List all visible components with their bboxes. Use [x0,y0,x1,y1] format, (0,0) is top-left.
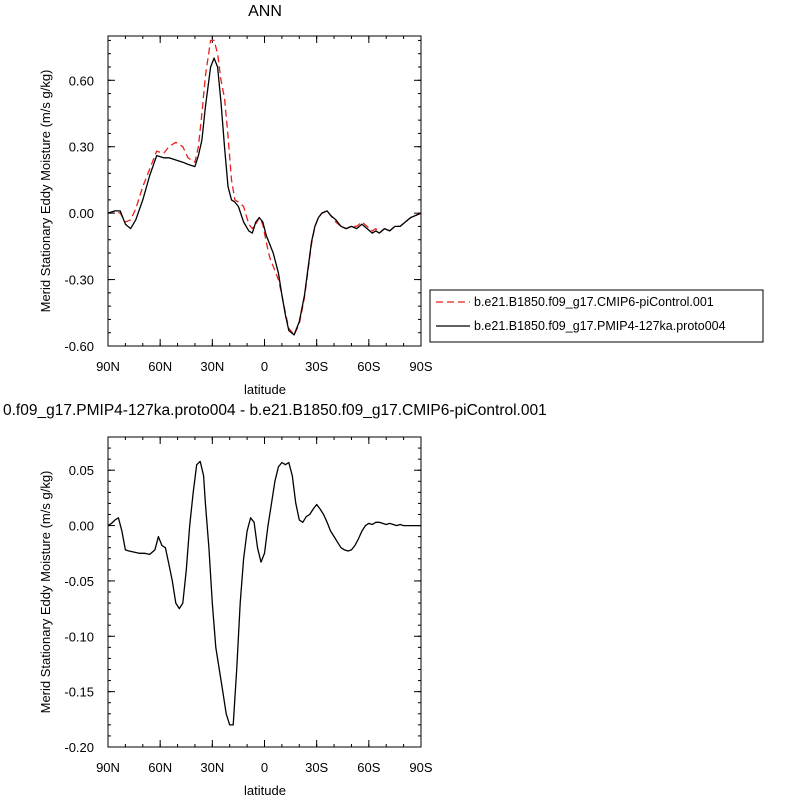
top-panel: ANN 0.60 0.30 0.00 -0.30 -0.60 90N 60N 30N 0 30S… [38,3,433,397]
legend-label-series-1: b.e21.B1850.f09_g17.CMIP6-piControl.001 [474,295,714,309]
bottom-x-tick-label: 60S [357,760,380,775]
legend-label-series-2: b.e21.B1850.f09_g17.PMIP4-127ka.proto004 [474,319,726,333]
top-series-group [107,39,422,336]
top-x-tick-label: 90N [96,359,120,374]
bottom-x-tick-label: 90N [96,760,120,775]
top-x-tick-label: 60S [357,359,380,374]
bottom-x-ticks: 90N 60N 30N 0 30S 60S 90S [96,437,433,775]
bottom-x-tick-label: 30S [305,760,328,775]
bottom-panel: 0.f09_g17.PMIP4-127ka.proto004 - b.e21.B… [3,402,547,798]
top-y-axis-label: Merid Stationary Eddy Moisture (m/s g/kg… [38,70,53,313]
bottom-chart-title: 0.f09_g17.PMIP4-127ka.proto004 - b.e21.B… [3,402,547,419]
top-x-tick-label: 30N [200,359,224,374]
top-chart-title: ANN [248,3,282,20]
bottom-plot-frame [107,436,422,748]
top-y-tick-label: 0.60 [69,73,94,88]
top-x-tick-label: 30S [305,359,328,374]
top-series-line-1 [107,39,422,336]
top-y-tick-label: 0.00 [69,206,94,221]
legend: b.e21.B1850.f09_g17.CMIP6-piControl.001 … [429,289,764,343]
bottom-y-tick-label: 0.05 [69,463,94,478]
top-y-ticks: 0.60 0.30 0.00 -0.30 -0.60 [64,39,421,354]
top-y-tick-label: -0.30 [64,273,94,288]
bottom-y-tick-label: 0.00 [69,519,94,534]
bottom-y-axis-label: Merid Stationary Eddy Moisture (m/s g/kg… [38,471,53,714]
top-plot-frame [107,35,422,347]
bottom-series-line-1 [107,460,421,726]
bottom-x-tick-label: 60N [148,760,172,775]
top-x-axis-label: latitude [244,382,286,397]
bottom-y-tick-label: -0.15 [64,685,94,700]
bottom-x-axis-label: latitude [244,783,286,798]
bottom-y-tick-label: -0.20 [64,740,94,755]
bottom-x-tick-label: 90S [409,760,432,775]
bottom-series-group [107,460,421,726]
bottom-y-ticks: 0.05 0.00 -0.05 -0.10 -0.15 -0.20 [64,436,421,755]
legend-box [429,289,764,343]
bottom-y-tick-label: -0.10 [64,629,94,644]
bottom-x-tick-label: 30N [200,760,224,775]
top-x-tick-label: 0 [261,359,268,374]
top-y-tick-label: -0.60 [64,339,94,354]
top-x-tick-label: 60N [148,359,172,374]
bottom-x-tick-label: 0 [261,760,268,775]
top-series-line-2 [107,57,422,336]
top-x-ticks: 90N 60N 30N 0 30S 60S 90S [96,36,433,374]
top-y-tick-label: 0.30 [69,140,94,155]
top-x-tick-label: 90S [409,359,432,374]
bottom-y-tick-label: -0.05 [64,574,94,589]
